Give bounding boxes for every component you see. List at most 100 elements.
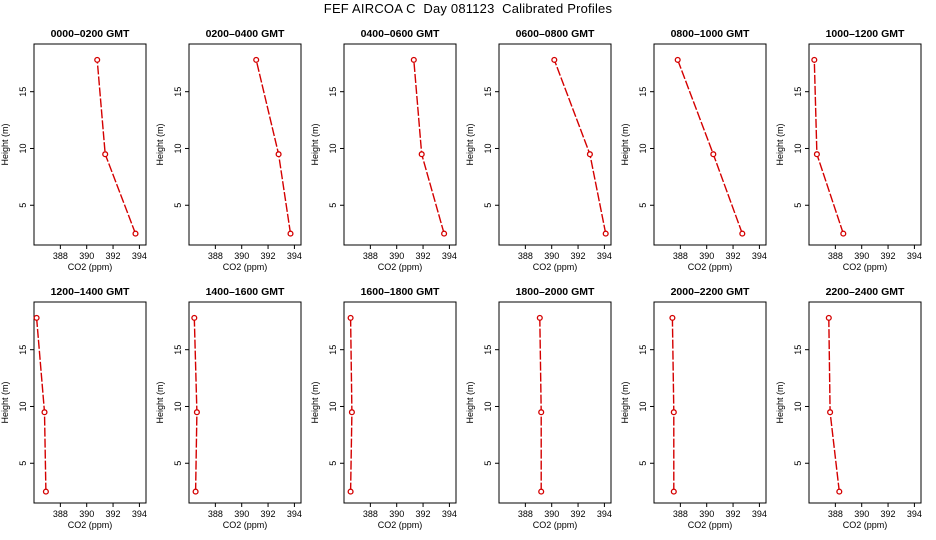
x-tick-label: 394 bbox=[752, 509, 767, 519]
data-point bbox=[410, 56, 417, 63]
x-axis-label: CO2 (ppm) bbox=[688, 520, 733, 530]
x-tick-label: 388 bbox=[53, 251, 68, 261]
data-point bbox=[347, 488, 354, 495]
plot-frame bbox=[808, 43, 922, 246]
y-axis-label: Height (m) bbox=[310, 381, 320, 423]
y-axis-label: Height (m) bbox=[155, 381, 165, 423]
data-point bbox=[347, 314, 354, 321]
data-point bbox=[586, 151, 593, 158]
x-tick-label: 388 bbox=[208, 251, 223, 261]
y-axis-label: Height (m) bbox=[0, 381, 10, 423]
data-point bbox=[94, 56, 101, 63]
plot-frame bbox=[653, 43, 767, 246]
profile-line bbox=[671, 317, 675, 492]
y-axis-label: Height (m) bbox=[155, 123, 165, 165]
data-point bbox=[813, 151, 820, 158]
data-point bbox=[551, 56, 558, 63]
data-point bbox=[710, 151, 717, 158]
page-title: FEF AIRCOA C Day 081123 Calibrated Profi… bbox=[323, 1, 613, 16]
x-tick-label: 390 bbox=[854, 251, 869, 261]
panel-title: 0200–0400 GMT bbox=[206, 28, 285, 40]
x-axis-label: CO2 (ppm) bbox=[533, 262, 578, 272]
x-tick-label: 388 bbox=[208, 509, 223, 519]
plot-frame bbox=[343, 43, 457, 246]
y-tick-label: 15 bbox=[638, 87, 648, 97]
y-axis-label: Height (m) bbox=[465, 381, 475, 423]
y-tick-label: 10 bbox=[328, 143, 338, 153]
y-axis-label: Height (m) bbox=[775, 381, 785, 423]
x-tick-label: 394 bbox=[132, 251, 147, 261]
x-tick-label: 390 bbox=[234, 251, 249, 261]
data-point bbox=[602, 230, 609, 237]
x-tick-label: 390 bbox=[389, 251, 404, 261]
plot-frame bbox=[653, 301, 767, 504]
x-tick-label: 390 bbox=[699, 251, 714, 261]
panel-title: 1800–2000 GMT bbox=[516, 286, 595, 298]
x-tick-label: 392 bbox=[106, 251, 121, 261]
y-tick-label: 10 bbox=[483, 401, 493, 411]
panel-title: 2000–2200 GMT bbox=[671, 286, 750, 298]
x-tick-label: 390 bbox=[79, 509, 94, 519]
x-tick-label: 392 bbox=[881, 509, 896, 519]
x-tick-label: 392 bbox=[881, 251, 896, 261]
x-axis-label: CO2 (ppm) bbox=[533, 520, 578, 530]
panel-title: 1400–1600 GMT bbox=[206, 286, 285, 298]
y-tick-label: 10 bbox=[793, 401, 803, 411]
x-tick-label: 394 bbox=[907, 251, 922, 261]
y-tick-label: 15 bbox=[173, 345, 183, 355]
y-axis-label: Height (m) bbox=[465, 123, 475, 165]
profile-panel: 1600–1800 GMT 388 390 392 394 CO2 (ppm) 5 10 15 H… bbox=[310, 286, 457, 530]
data-point bbox=[33, 314, 40, 321]
x-tick-label: 392 bbox=[106, 509, 121, 519]
y-tick-label: 10 bbox=[18, 143, 28, 153]
y-tick-label: 10 bbox=[638, 143, 648, 153]
data-point bbox=[674, 56, 681, 63]
x-tick-label: 388 bbox=[673, 251, 688, 261]
x-tick-label: 390 bbox=[854, 509, 869, 519]
x-tick-label: 388 bbox=[363, 509, 378, 519]
y-tick-label: 5 bbox=[793, 461, 803, 466]
x-tick-label: 392 bbox=[261, 509, 276, 519]
x-tick-label: 394 bbox=[442, 509, 457, 519]
data-point bbox=[827, 409, 834, 416]
y-tick-label: 10 bbox=[793, 143, 803, 153]
x-tick-label: 392 bbox=[726, 509, 741, 519]
y-tick-label: 5 bbox=[483, 203, 493, 208]
profile-line bbox=[539, 317, 542, 492]
x-tick-label: 394 bbox=[597, 509, 612, 519]
x-axis-label: CO2 (ppm) bbox=[843, 262, 888, 272]
x-tick-label: 392 bbox=[571, 251, 586, 261]
profile-line bbox=[96, 59, 137, 234]
x-axis-label: CO2 (ppm) bbox=[223, 520, 268, 530]
x-tick-label: 390 bbox=[699, 509, 714, 519]
x-axis-label: CO2 (ppm) bbox=[68, 520, 113, 530]
data-point bbox=[840, 230, 847, 237]
x-tick-label: 390 bbox=[544, 251, 559, 261]
x-tick-label: 392 bbox=[416, 509, 431, 519]
data-point bbox=[538, 488, 545, 495]
y-tick-label: 10 bbox=[18, 401, 28, 411]
y-tick-label: 15 bbox=[328, 345, 338, 355]
profile-panel: 1400–1600 GMT 388 390 392 394 CO2 (ppm) 5 10 15 H… bbox=[155, 286, 302, 530]
panel-title: 1600–1800 GMT bbox=[361, 286, 440, 298]
y-tick-label: 5 bbox=[18, 203, 28, 208]
panel-title: 1000–1200 GMT bbox=[826, 28, 905, 40]
profile-panel: 0200–0400 GMT 388 390 392 394 CO2 (ppm) 5 10 15 H… bbox=[155, 28, 302, 272]
y-tick-label: 15 bbox=[18, 345, 28, 355]
x-tick-label: 390 bbox=[544, 509, 559, 519]
data-point bbox=[670, 409, 677, 416]
data-point bbox=[132, 230, 139, 237]
data-point bbox=[536, 314, 543, 321]
y-axis-label: Height (m) bbox=[620, 381, 630, 423]
x-tick-label: 392 bbox=[416, 251, 431, 261]
x-tick-label: 388 bbox=[673, 509, 688, 519]
x-tick-label: 388 bbox=[518, 509, 533, 519]
x-tick-label: 388 bbox=[828, 509, 843, 519]
y-tick-label: 10 bbox=[483, 143, 493, 153]
x-tick-label: 388 bbox=[828, 251, 843, 261]
data-point bbox=[41, 409, 48, 416]
data-point bbox=[441, 230, 448, 237]
x-tick-label: 394 bbox=[442, 251, 457, 261]
panel-title: 0400–0600 GMT bbox=[361, 28, 440, 40]
